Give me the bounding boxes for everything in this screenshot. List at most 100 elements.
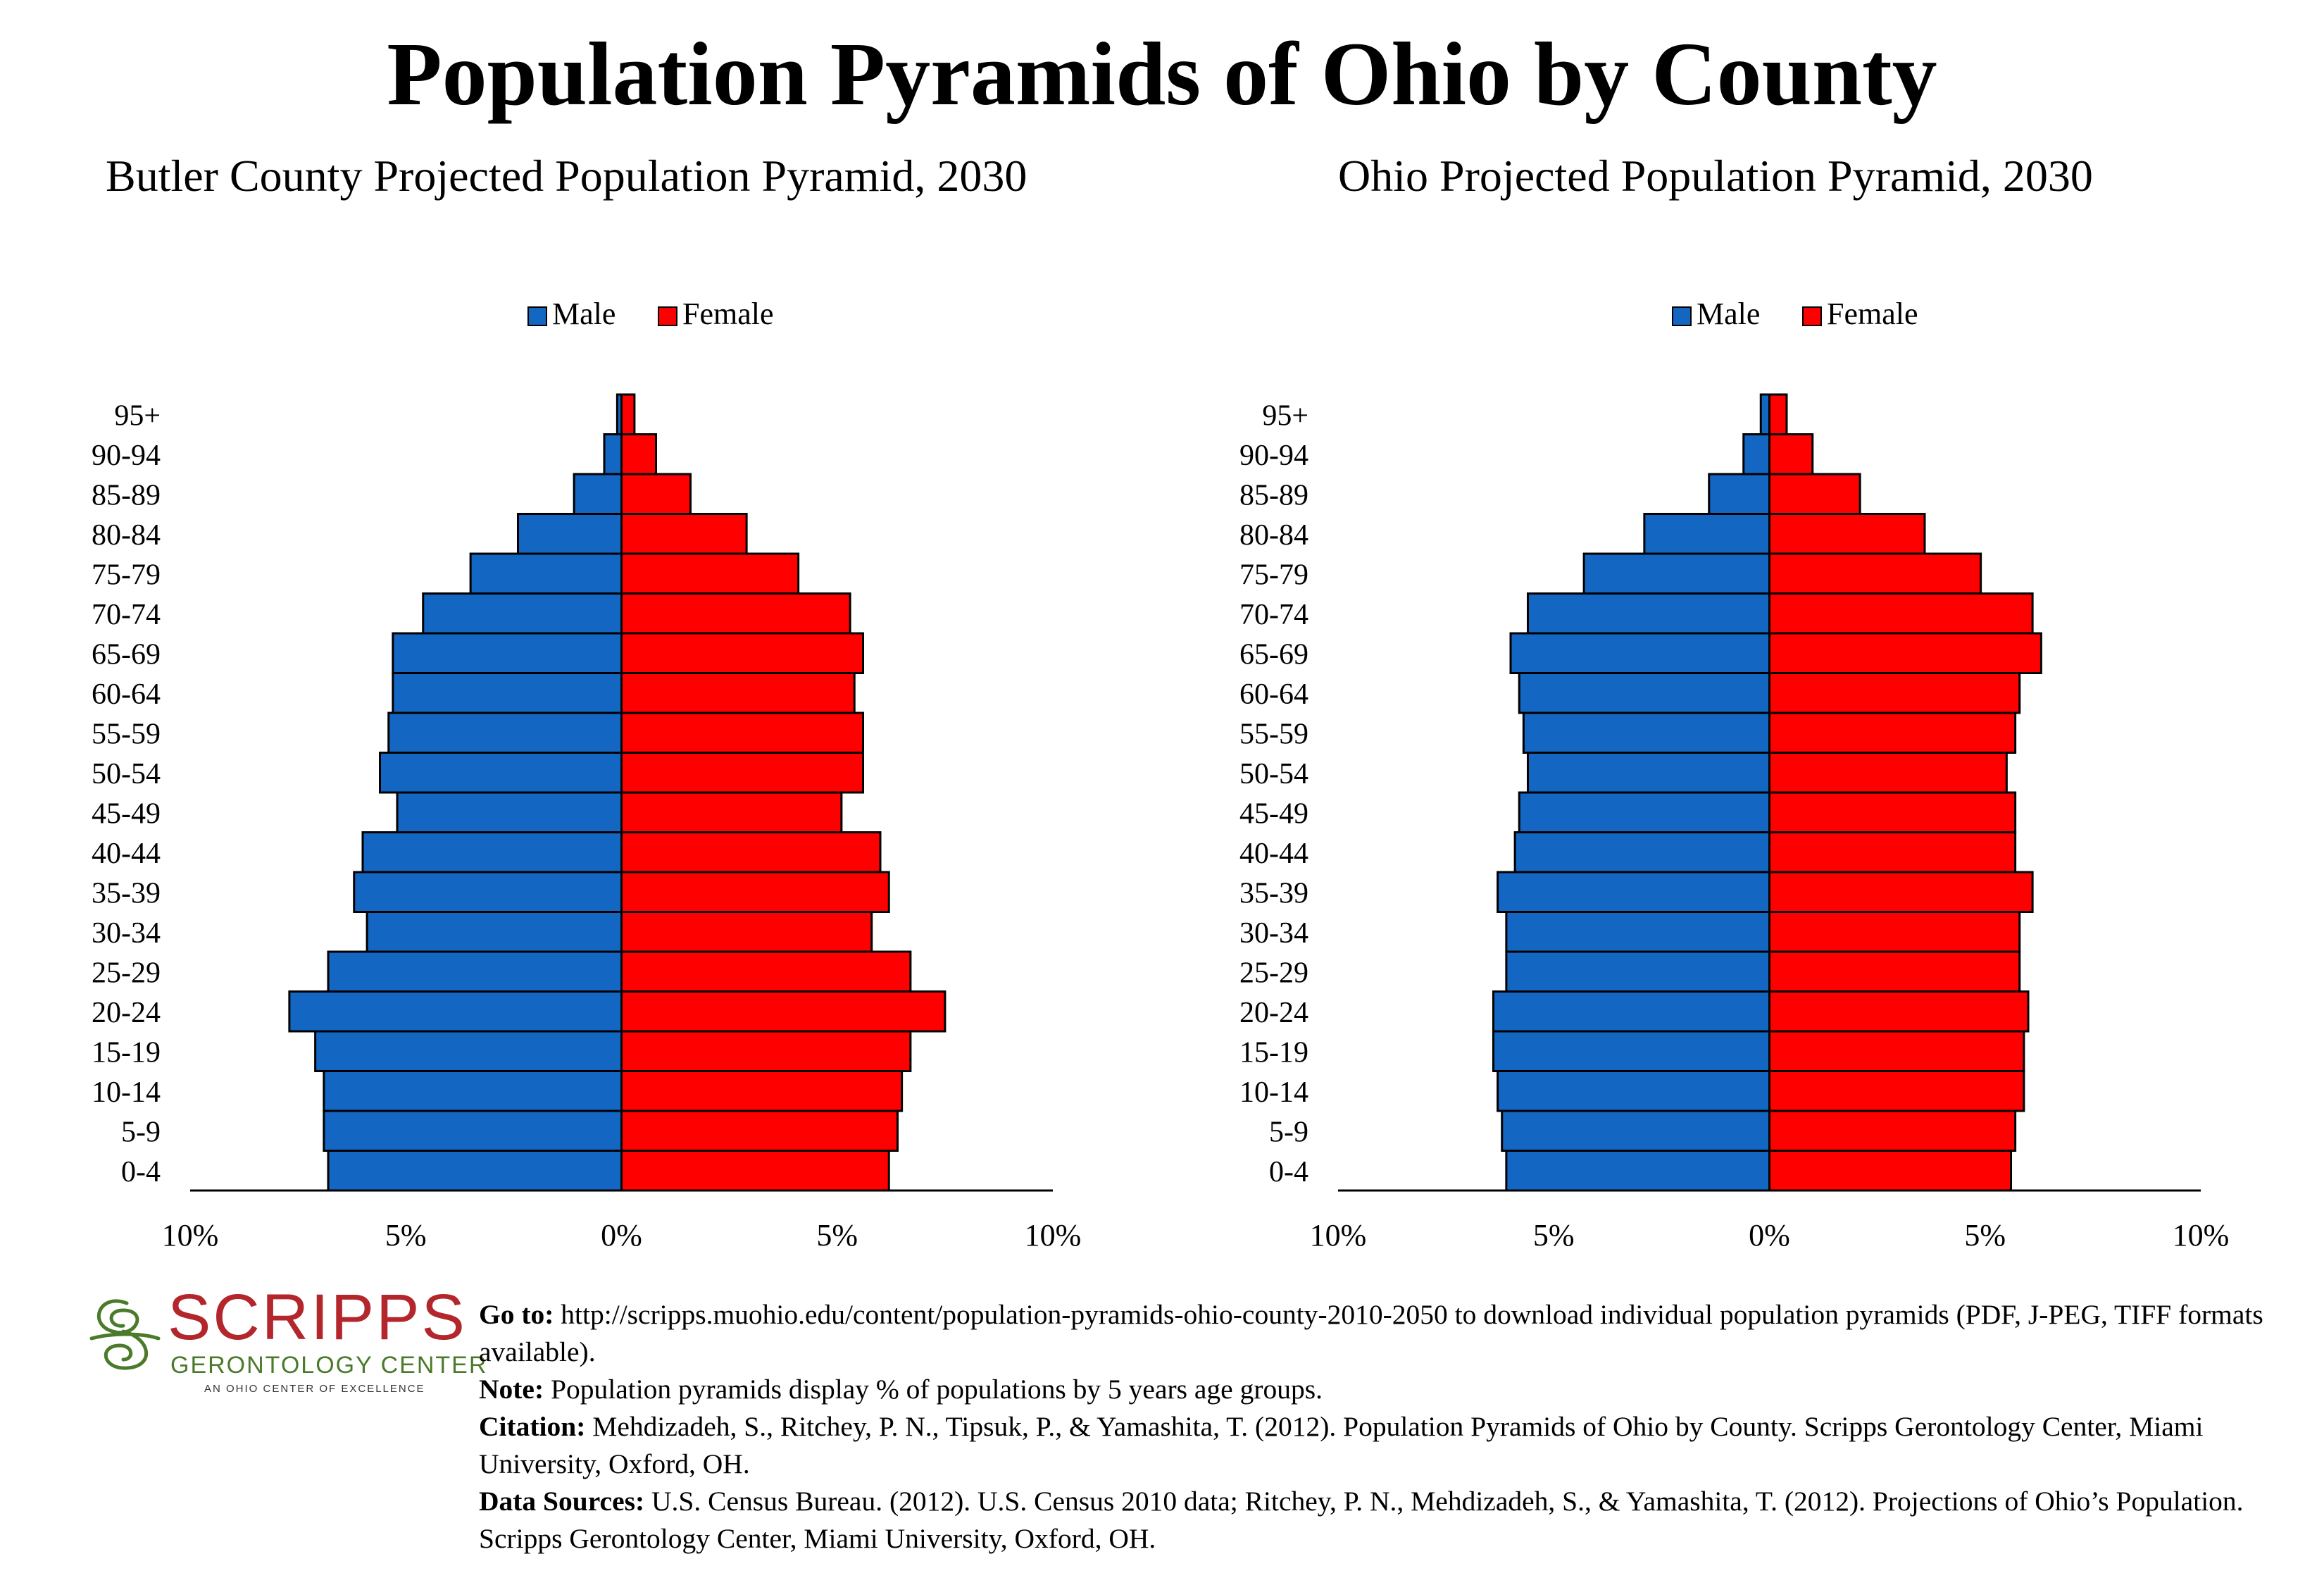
- x-tick-label: 10%: [2173, 1218, 2230, 1253]
- bar-male-70-74: [422, 592, 623, 635]
- x-tick-label: 0%: [601, 1218, 642, 1253]
- bar-female-15-19: [1768, 1030, 2025, 1072]
- bar-female-95+: [620, 393, 636, 435]
- bar-female-65-69: [620, 632, 864, 674]
- category-label: 35-39: [92, 877, 161, 909]
- bar-female-15-19: [620, 1030, 912, 1072]
- bar-female-50-54: [1768, 752, 2008, 794]
- bar-male-40-44: [1513, 831, 1770, 874]
- category-label: 15-19: [1239, 1036, 1308, 1069]
- bar-female-25-29: [1768, 950, 2021, 993]
- category-label: 45-49: [1239, 797, 1308, 830]
- bar-male-80-84: [1643, 513, 1770, 555]
- category-label: 65-69: [1239, 638, 1308, 671]
- category-label: 75-79: [92, 559, 161, 591]
- footer-note: Note: Population pyramids display % of p…: [479, 1374, 1323, 1405]
- bar-male-55-59: [1522, 711, 1770, 754]
- category-label: 15-19: [92, 1036, 161, 1069]
- footer-notes: Go to: http://scripps.muohio.edu/content…: [479, 1296, 2310, 1558]
- bar-female-40-44: [1768, 831, 2017, 874]
- bar-female-75-79: [620, 552, 800, 595]
- category-label: 20-24: [92, 997, 161, 1029]
- bar-male-65-69: [1509, 632, 1770, 674]
- category-label: 20-24: [1239, 997, 1308, 1029]
- bar-female-80-84: [620, 513, 748, 555]
- bar-male-25-29: [1505, 950, 1770, 993]
- pyramid-chart-ohio: Male Female 0-4 5-9 10-14 15-19 20-24 25-29 30-3…: [1239, 297, 2230, 1253]
- scripps-swirl-icon: [89, 1299, 161, 1370]
- legend-label-male: Male: [552, 297, 616, 331]
- pyramid-chart-butler: Male Female 0-4 5-9 10-14 15-19 20-24 25-29 30-3…: [92, 297, 1082, 1253]
- bar-male-75-79: [1582, 552, 1770, 595]
- bar-male-50-54: [379, 752, 623, 794]
- category-label: 10-14: [1239, 1076, 1308, 1109]
- category-label: 60-64: [92, 678, 161, 711]
- footer-goto: Go to: http://scripps.muohio.edu/content…: [479, 1299, 2263, 1367]
- x-tick-label: 5%: [1533, 1218, 1575, 1253]
- bar-female-25-29: [620, 950, 912, 993]
- x-tick-label: 5%: [1964, 1218, 2006, 1253]
- legend-label-female: Female: [682, 297, 774, 331]
- category-label: 85-89: [1239, 479, 1308, 511]
- legend-swatch-male: [1672, 306, 1692, 326]
- footer-sources: Data Sources: U.S. Census Bureau. (2012)…: [479, 1486, 2244, 1554]
- bar-female-95+: [1768, 393, 1788, 435]
- category-label: 70-74: [1239, 599, 1308, 631]
- bar-female-55-59: [1768, 711, 2017, 754]
- bar-female-20-24: [1768, 990, 2030, 1033]
- bar-female-90-94: [1768, 433, 1814, 476]
- logo-wordmark: SCRIPPS: [168, 1281, 467, 1353]
- bar-female-85-89: [1768, 473, 1861, 515]
- bar-female-85-89: [620, 473, 692, 515]
- bar-male-70-74: [1527, 592, 1770, 635]
- category-label: 95+: [1262, 399, 1308, 432]
- category-label: 80-84: [1239, 519, 1308, 552]
- legend-swatch-female: [658, 306, 677, 326]
- bar-female-60-64: [1768, 672, 2021, 714]
- category-label: 25-29: [92, 957, 161, 989]
- category-label: 90-94: [92, 440, 161, 472]
- bar-female-70-74: [620, 592, 851, 635]
- x-tick-label: 0%: [1749, 1218, 1790, 1253]
- bar-female-45-49: [620, 791, 843, 833]
- bar-female-65-69: [1768, 632, 2042, 674]
- bar-male-5-9: [1501, 1110, 1770, 1152]
- bar-female-70-74: [1768, 592, 2034, 635]
- category-label: 5-9: [121, 1116, 161, 1148]
- category-label: 10-14: [92, 1076, 161, 1109]
- bar-male-85-89: [573, 473, 623, 515]
- bar-female-30-34: [1768, 911, 2021, 953]
- x-tick-label: 10%: [1025, 1218, 1082, 1253]
- bar-male-30-34: [366, 911, 623, 953]
- category-label: 30-34: [92, 917, 161, 950]
- bar-female-60-64: [620, 672, 856, 714]
- bar-male-35-39: [353, 871, 623, 913]
- bar-male-65-69: [392, 632, 623, 674]
- category-label: 40-44: [1239, 838, 1308, 870]
- legend-label-female: Female: [1827, 297, 1918, 331]
- category-label: 45-49: [92, 797, 161, 830]
- bar-female-30-34: [620, 911, 873, 953]
- bar-female-80-84: [1768, 513, 1926, 555]
- x-tick-label: 10%: [162, 1218, 219, 1253]
- bar-female-55-59: [620, 711, 864, 754]
- bar-male-35-39: [1497, 871, 1770, 913]
- bar-female-5-9: [1768, 1110, 2017, 1152]
- bar-male-10-14: [1497, 1070, 1770, 1112]
- category-label: 0-4: [121, 1156, 161, 1188]
- bar-female-75-79: [1768, 552, 1982, 595]
- bar-male-15-19: [1492, 1030, 1770, 1072]
- bar-male-45-49: [1518, 791, 1770, 833]
- category-label: 70-74: [92, 599, 161, 631]
- chart-title-ohio: Ohio Projected Population Pyramid, 2030: [1338, 151, 2093, 201]
- bar-male-0-4: [1505, 1150, 1770, 1192]
- category-label: 85-89: [92, 479, 161, 511]
- bar-female-50-54: [620, 752, 864, 794]
- category-label: 55-59: [92, 718, 161, 750]
- x-tick-label: 10%: [1310, 1218, 1367, 1253]
- legend-label-male: Male: [1697, 297, 1760, 331]
- category-label: 30-34: [1239, 917, 1308, 950]
- bar-male-55-59: [387, 711, 623, 754]
- bar-male-30-34: [1505, 911, 1770, 953]
- logo-tagline: AN OHIO CENTER OF EXCELLENCE: [204, 1383, 425, 1395]
